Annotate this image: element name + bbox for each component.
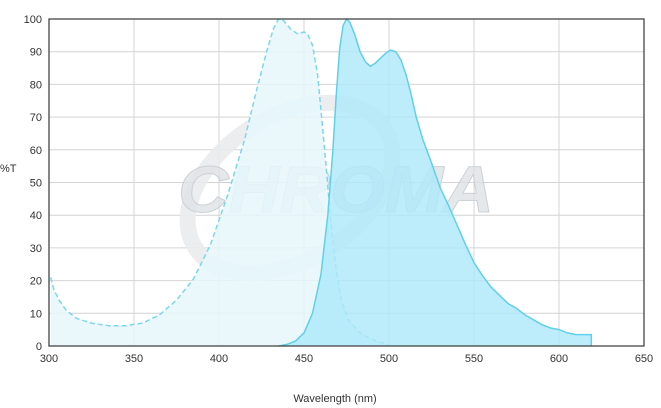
y-tick-label-30: 30	[30, 243, 42, 255]
x-tick-label-650: 650	[635, 353, 653, 365]
y-tick-label-40: 40	[30, 210, 42, 222]
y-tick-label-100: 100	[24, 14, 42, 26]
x-tick-label-550: 550	[465, 353, 483, 365]
y-tick-label-0: 0	[36, 341, 42, 353]
x-tick-label-600: 600	[550, 353, 568, 365]
series-0-area	[50, 19, 389, 346]
y-tick-label-20: 20	[30, 276, 42, 288]
series-1-area	[278, 19, 592, 346]
x-tick-label-500: 500	[380, 353, 398, 365]
x-tick-label-450: 450	[295, 353, 313, 365]
y-tick-label-80: 80	[30, 79, 42, 91]
y-axis-label: %T	[0, 163, 17, 175]
y-tick-label-60: 60	[30, 145, 42, 157]
x-tick-label-300: 300	[40, 353, 58, 365]
plot-border	[48, 18, 645, 347]
y-tick-label-10: 10	[30, 308, 42, 320]
series-1-line	[278, 17, 593, 347]
y-tick-label-70: 70	[30, 112, 42, 124]
y-tick-label-50: 50	[30, 178, 42, 190]
series-layer	[49, 17, 593, 347]
x-axis-label: Wavelength (nm)	[293, 393, 376, 405]
x-tick-label-400: 400	[210, 353, 228, 365]
y-tick-label-90: 90	[30, 47, 42, 59]
tick-labels: 300 350 400 450 500 550 600 650 0 10 20 30 40 50 60 70 8…	[24, 14, 654, 365]
x-tick-label-350: 350	[125, 353, 143, 365]
